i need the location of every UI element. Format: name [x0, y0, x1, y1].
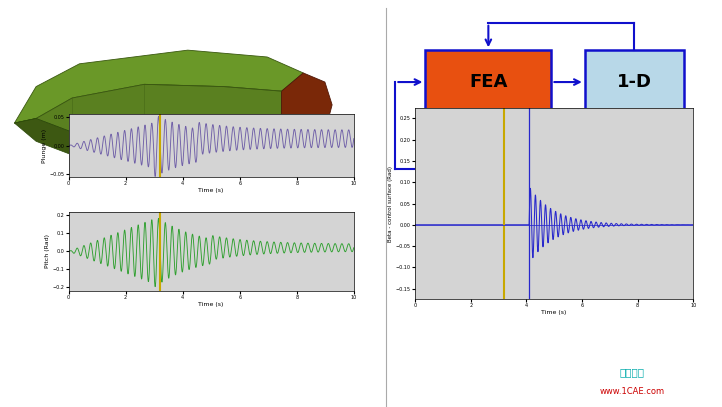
FancyBboxPatch shape [425, 137, 552, 201]
FancyBboxPatch shape [585, 50, 684, 114]
Text: CFD: CFD [468, 160, 508, 178]
Text: 1-D: 1-D [617, 73, 652, 91]
Y-axis label: Plunge (m): Plunge (m) [42, 129, 47, 162]
Text: 俳真在線: 俳真在線 [619, 368, 644, 377]
Polygon shape [282, 73, 332, 151]
Polygon shape [14, 50, 303, 123]
Polygon shape [14, 118, 282, 164]
Y-axis label: Beta - control surface (Rad): Beta - control surface (Rad) [388, 166, 393, 241]
Text: www.1CAE.com: www.1CAE.com [599, 387, 664, 396]
X-axis label: Time (s): Time (s) [199, 302, 224, 306]
Y-axis label: Pitch (Rad): Pitch (Rad) [45, 234, 50, 268]
X-axis label: Time (s): Time (s) [199, 188, 224, 193]
X-axis label: Time (s): Time (s) [542, 310, 567, 315]
Text: FEA: FEA [469, 73, 508, 91]
FancyBboxPatch shape [425, 50, 552, 114]
Polygon shape [14, 84, 282, 141]
